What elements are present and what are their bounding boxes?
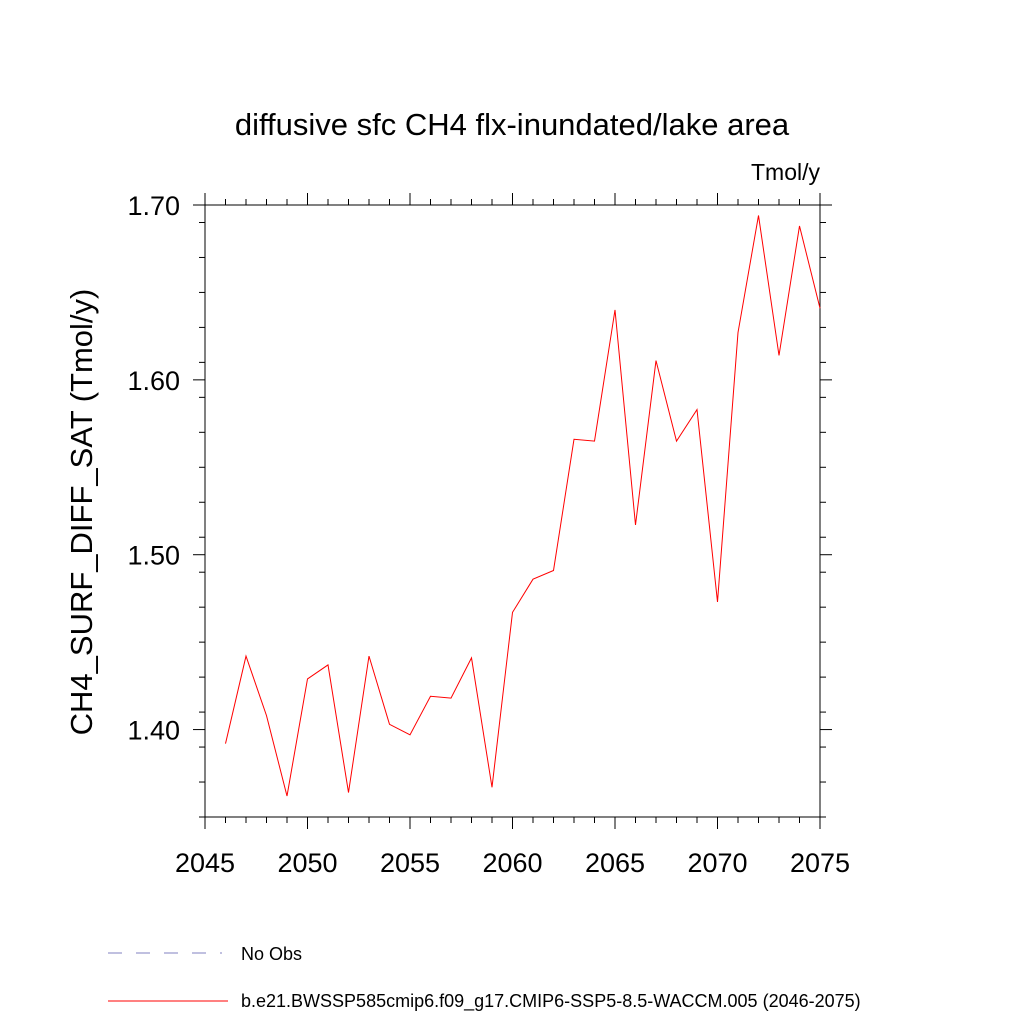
x-tick-label: 2060: [482, 848, 542, 878]
series-line: [225, 215, 821, 797]
x-tick-label: 2055: [380, 848, 440, 878]
y-tick-label: 1.40: [127, 716, 180, 746]
x-tick-label: 2050: [277, 848, 337, 878]
x-tick-label: 2045: [175, 848, 235, 878]
y-tick-labels: 1.40 1.50 1.60 1.70: [127, 191, 180, 746]
y-axis-label: CH4_SURF_DIFF_SAT (Tmol/y): [64, 289, 99, 736]
y-tick-label: 1.50: [127, 541, 180, 571]
y-tick-label: 1.70: [127, 191, 180, 221]
axis-ticks: [193, 193, 832, 829]
legend-label-model-run: b.e21.BWSSP585cmip6.f09_g17.CMIP6-SSP5-8…: [241, 991, 861, 1012]
x-tick-label: 2065: [585, 848, 645, 878]
chart-title: diffusive sfc CH4 flx-inundated/lake are…: [235, 107, 790, 142]
x-tick-label: 2075: [790, 848, 850, 878]
units-label: Tmol/y: [751, 159, 821, 185]
legend-label-no-obs: No Obs: [241, 944, 302, 964]
plot-frame: [204, 204, 821, 818]
y-tick-label: 1.60: [127, 366, 180, 396]
x-tick-label: 2070: [687, 848, 747, 878]
x-tick-labels: 2045 2050 2055 2060 2065 2070 2075: [175, 848, 850, 878]
legend: No Obs b.e21.BWSSP585cmip6.f09_g17.CMIP6…: [108, 944, 861, 1012]
series-layer: [225, 215, 821, 797]
